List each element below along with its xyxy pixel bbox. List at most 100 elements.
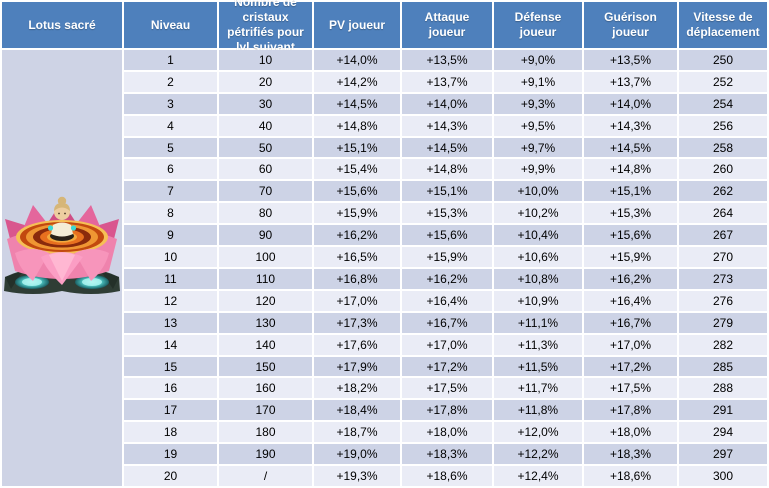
- table-cell: +17,8%: [402, 400, 492, 421]
- table-cell: 262: [679, 181, 767, 202]
- table-cell: 250: [679, 50, 767, 70]
- table-cell: +14,5%: [402, 137, 492, 158]
- table-cell: +13,5%: [402, 50, 492, 70]
- table-cell: 180: [219, 422, 312, 443]
- table-cell: 258: [679, 137, 767, 158]
- table-cell: +17,0%: [402, 334, 492, 355]
- table-cell: +16,7%: [584, 312, 677, 333]
- table-cell: +10,8%: [494, 268, 582, 289]
- table-cell: 150: [219, 356, 312, 377]
- level-cell: 3: [124, 93, 217, 114]
- table-cell: 270: [679, 247, 767, 267]
- table-cell: +15,1%: [314, 137, 400, 158]
- table-cell: +10,6%: [494, 247, 582, 267]
- column-header-guerison-joueur: Guérison joueur: [584, 2, 677, 48]
- table-cell: 60: [219, 159, 312, 180]
- table-cell: +16,4%: [402, 290, 492, 311]
- table-cell: +18,2%: [314, 378, 400, 399]
- table-cell: 264: [679, 203, 767, 224]
- table-cell: +15,9%: [402, 247, 492, 267]
- table-cell: +15,9%: [314, 203, 400, 224]
- table-cell: +14,5%: [314, 93, 400, 114]
- table-cell: +12,4%: [494, 466, 582, 486]
- level-cell: 14: [124, 334, 217, 355]
- level-cell: 13: [124, 312, 217, 333]
- table-cell: +14,3%: [584, 115, 677, 136]
- table-cell: +9,5%: [494, 115, 582, 136]
- table-cell: +9,3%: [494, 93, 582, 114]
- table-cell: +14,8%: [314, 115, 400, 136]
- table-cell: +16,8%: [314, 268, 400, 289]
- table-cell: +13,7%: [584, 71, 677, 92]
- table-cell: 297: [679, 444, 767, 465]
- table-cell: 90: [219, 225, 312, 246]
- lotus-image-cell: [2, 50, 122, 486]
- level-cell: 12: [124, 290, 217, 311]
- table-cell: +14,8%: [402, 159, 492, 180]
- table-cell: 10: [219, 50, 312, 70]
- table-cell: +17,6%: [314, 334, 400, 355]
- table-cell: +16,2%: [584, 268, 677, 289]
- table-cell: +9,0%: [494, 50, 582, 70]
- table-cell: 190: [219, 444, 312, 465]
- table-cell: 20: [219, 71, 312, 92]
- table-cell: 256: [679, 115, 767, 136]
- table-cell: +9,9%: [494, 159, 582, 180]
- table-cell: 110: [219, 268, 312, 289]
- table-cell: 50: [219, 137, 312, 158]
- table-cell: +17,9%: [314, 356, 400, 377]
- table-cell: 282: [679, 334, 767, 355]
- table-cell: +12,0%: [494, 422, 582, 443]
- column-header-pv-joueur: PV joueur: [314, 2, 400, 48]
- table-cell: +16,5%: [314, 247, 400, 267]
- table-cell: 70: [219, 181, 312, 202]
- table-cell: +15,6%: [402, 225, 492, 246]
- table-cell: +16,7%: [402, 312, 492, 333]
- column-header-vitesse-deplacement: Vitesse de déplacement: [679, 2, 767, 48]
- table-cell: +11,5%: [494, 356, 582, 377]
- table-cell: +10,9%: [494, 290, 582, 311]
- table-cell: +18,6%: [584, 466, 677, 486]
- table-cell: +14,0%: [584, 93, 677, 114]
- table-cell: 285: [679, 356, 767, 377]
- table-cell: +16,2%: [402, 268, 492, 289]
- table-cell: 279: [679, 312, 767, 333]
- table-cell: 291: [679, 400, 767, 421]
- level-cell: 17: [124, 400, 217, 421]
- table-cell: +10,4%: [494, 225, 582, 246]
- column-header-cristaux: Nombre de cristaux pétrifiés pour lvl su…: [219, 0, 312, 54]
- table-cell: +13,7%: [402, 71, 492, 92]
- level-cell: 18: [124, 422, 217, 443]
- table-cell: 254: [679, 93, 767, 114]
- table-cell: +10,0%: [494, 181, 582, 202]
- table-cell: +9,7%: [494, 137, 582, 158]
- table-cell: +19,0%: [314, 444, 400, 465]
- table-cell: 160: [219, 378, 312, 399]
- table-cell: +18,3%: [402, 444, 492, 465]
- table-cell: +18,6%: [402, 466, 492, 486]
- table-cell: 252: [679, 71, 767, 92]
- table-cell: +17,5%: [584, 378, 677, 399]
- table-cell: +17,2%: [402, 356, 492, 377]
- table-cell: +18,0%: [402, 422, 492, 443]
- table-cell: +9,1%: [494, 71, 582, 92]
- table-cell: +14,3%: [402, 115, 492, 136]
- table-cell: +10,2%: [494, 203, 582, 224]
- table-cell: +14,2%: [314, 71, 400, 92]
- level-cell: 15: [124, 356, 217, 377]
- level-cell: 6: [124, 159, 217, 180]
- level-cell: 16: [124, 378, 217, 399]
- table-cell: 170: [219, 400, 312, 421]
- table-cell: +18,4%: [314, 400, 400, 421]
- table-cell: +14,0%: [314, 50, 400, 70]
- table-cell: 288: [679, 378, 767, 399]
- table-cell: +16,2%: [314, 225, 400, 246]
- table-cell: 267: [679, 225, 767, 246]
- table-cell: 120: [219, 290, 312, 311]
- table-cell: +15,6%: [314, 181, 400, 202]
- table-cell: +15,1%: [402, 181, 492, 202]
- table-cell: +11,1%: [494, 312, 582, 333]
- level-cell: 20: [124, 466, 217, 486]
- table-cell: +11,7%: [494, 378, 582, 399]
